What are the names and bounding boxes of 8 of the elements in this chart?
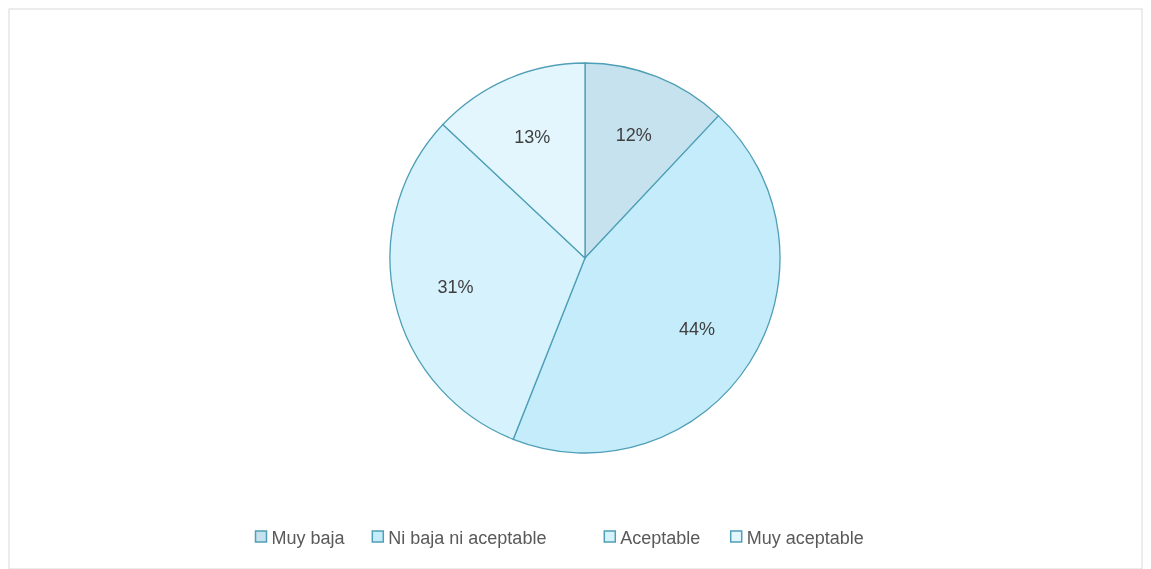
data-label: 44% [678, 319, 715, 340]
data-label: 13% [514, 126, 551, 147]
data-label: 12% [615, 125, 652, 146]
legend-label: Muy baja [271, 528, 346, 549]
data-label: 31% [437, 277, 474, 298]
legend-label: Muy aceptable [746, 528, 864, 549]
legend-label: Ni baja ni aceptable [388, 528, 547, 549]
legend-label: Aceptable [620, 528, 701, 549]
